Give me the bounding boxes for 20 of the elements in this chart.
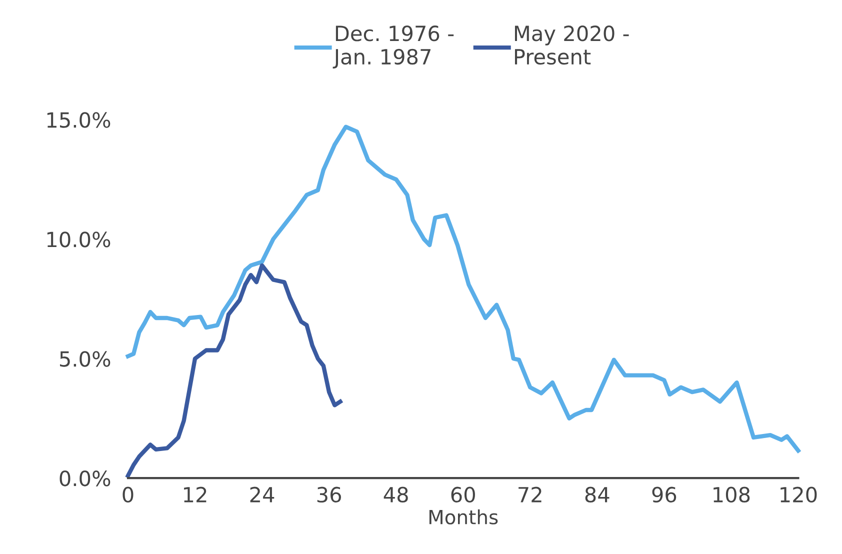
x-axis-title: Months <box>429 509 498 524</box>
line-series <box>126 124 800 453</box>
x-tick-label: 48 <box>384 486 408 503</box>
y-tick-label: 0.0% <box>60 470 110 486</box>
x-tick-label: 120 <box>780 486 817 503</box>
x-tick-label: 84 <box>585 486 610 503</box>
x-tick-label: 60 <box>451 486 475 503</box>
y-tick-label: 10.0% <box>47 232 110 248</box>
x-tick-label: 108 <box>714 486 750 503</box>
x-tick-label: 36 <box>317 486 341 503</box>
x-tick-label: 0 <box>122 486 134 503</box>
legend-label: Dec. 1976 - Jan. 1987 <box>332 26 454 68</box>
x-tick-label: 24 <box>250 486 274 502</box>
x-tick-label: 72 <box>518 486 542 502</box>
y-tick-label: 15.0% <box>47 112 110 128</box>
x-tick-label: 12 <box>184 486 206 502</box>
legend-label: May 2020 - Present <box>514 26 629 65</box>
x-tick-label: 96 <box>652 486 676 503</box>
y-tick-label: 5.0% <box>60 351 110 367</box>
line-series <box>126 263 342 478</box>
